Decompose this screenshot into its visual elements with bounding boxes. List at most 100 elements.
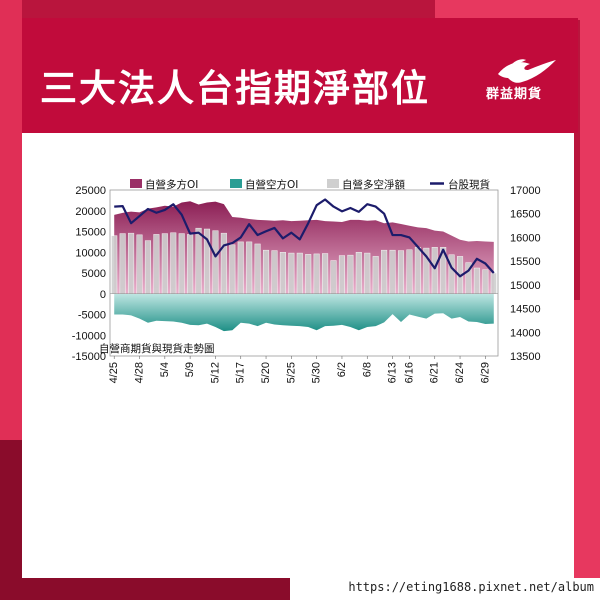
legend-swatch bbox=[130, 179, 142, 188]
net-bar bbox=[322, 253, 329, 294]
net-bar bbox=[161, 233, 168, 294]
series-line-index bbox=[114, 198, 495, 278]
series-area-short bbox=[114, 293, 494, 332]
legend-swatch bbox=[327, 179, 339, 188]
plot-area bbox=[109, 189, 499, 357]
decor-strip-left bbox=[0, 0, 22, 440]
chart-inner-label: 自營商期貨與現貨走勢圖 bbox=[99, 342, 215, 355]
net-bar bbox=[187, 234, 194, 294]
decor-strip-right bbox=[580, 0, 600, 300]
left-tick-label: 20000 bbox=[75, 206, 106, 218]
right-tick-label: 13500 bbox=[510, 351, 541, 363]
net-bar bbox=[237, 241, 244, 294]
legend-label: 自營多方OI bbox=[145, 178, 198, 191]
net-bar bbox=[144, 240, 151, 295]
right-tick-label: 15000 bbox=[510, 280, 541, 292]
net-bar bbox=[490, 272, 497, 294]
net-bar bbox=[330, 260, 337, 294]
right-tick-label: 16500 bbox=[510, 209, 541, 221]
left-tick-label: 15000 bbox=[75, 227, 106, 239]
left-tick-label: 25000 bbox=[75, 185, 106, 197]
x-tick-label: 6/29 bbox=[479, 362, 491, 383]
bottom-bar-accent bbox=[0, 578, 290, 600]
decor-block-bottom-left bbox=[0, 440, 22, 600]
net-bar bbox=[372, 256, 379, 294]
net-bar bbox=[313, 253, 320, 295]
net-bar bbox=[263, 249, 270, 295]
right-tick-label: 15500 bbox=[510, 256, 541, 268]
x-tick-label: 4/28 bbox=[134, 362, 146, 383]
right-axis-ticks: 17000 16500 16000 15500 15000 14500 14000 13500 bbox=[510, 185, 541, 363]
net-bar bbox=[111, 235, 118, 294]
x-tick-label: 6/21 bbox=[429, 362, 441, 383]
net-bar bbox=[254, 243, 261, 294]
net-bar bbox=[397, 250, 405, 294]
x-tick-label: 5/9 bbox=[184, 362, 196, 377]
left-tick-label: -15000 bbox=[72, 351, 106, 363]
net-bar bbox=[381, 249, 388, 295]
net-bar bbox=[296, 252, 303, 294]
x-tick-label: 6/16 bbox=[403, 362, 415, 383]
left-tick-label: 5000 bbox=[82, 268, 106, 280]
chart-legend: 自營多方OI 自營空方OI 自營多空淨額 台股現貨 bbox=[130, 178, 490, 191]
net-bar bbox=[347, 254, 354, 294]
net-bar bbox=[473, 267, 480, 294]
net-bar bbox=[212, 230, 219, 294]
net-bar bbox=[271, 250, 278, 294]
net-bar bbox=[288, 252, 295, 294]
net-bar bbox=[195, 227, 202, 294]
decor-block-top-right bbox=[435, 0, 600, 20]
net-bar bbox=[119, 233, 126, 294]
page-title: 三大法人台指期淨部位 bbox=[40, 67, 430, 110]
net-bar bbox=[364, 252, 371, 294]
legend-label: 自營空方OI bbox=[245, 178, 298, 191]
net-bar bbox=[128, 232, 135, 295]
net-bar bbox=[279, 252, 286, 294]
net-bar bbox=[305, 254, 312, 294]
right-tick-label: 14500 bbox=[510, 304, 541, 316]
bird-logo-icon bbox=[498, 59, 556, 83]
net-bar bbox=[153, 234, 160, 294]
net-bar bbox=[220, 232, 227, 295]
net-bar bbox=[448, 254, 455, 295]
net-bar bbox=[338, 255, 345, 295]
net-bar bbox=[414, 247, 421, 295]
x-tick-label: 5/12 bbox=[209, 362, 221, 383]
net-bar bbox=[170, 232, 177, 294]
right-tick-label: 17000 bbox=[510, 185, 541, 197]
net-bar bbox=[229, 244, 236, 294]
net-bar bbox=[482, 269, 489, 294]
net-bar bbox=[355, 252, 362, 294]
x-tick-label: 6/8 bbox=[361, 362, 373, 377]
net-bar bbox=[406, 249, 413, 294]
x-tick-label: 5/25 bbox=[285, 362, 297, 383]
legend-label: 自營多空淨額 bbox=[342, 178, 405, 191]
x-tick-label: 5/20 bbox=[260, 362, 272, 383]
x-tick-label: 5/30 bbox=[311, 362, 323, 383]
net-bar bbox=[431, 247, 438, 295]
left-tick-label: -10000 bbox=[72, 330, 106, 342]
x-tick-label: 6/13 bbox=[387, 362, 399, 383]
logo-text: 群益期貨 bbox=[486, 87, 543, 102]
left-tick-label: 0 bbox=[100, 289, 106, 301]
x-tick-label: 4/25 bbox=[108, 362, 120, 383]
legend-label: 台股現貨 bbox=[448, 178, 490, 191]
net-bar bbox=[389, 249, 396, 295]
left-axis-ticks: 25000 20000 15000 10000 5000 0 -5000 -10000 -150… bbox=[72, 185, 106, 363]
net-bar bbox=[178, 233, 185, 294]
right-tick-label: 16000 bbox=[510, 232, 541, 244]
right-tick-label: 14000 bbox=[510, 327, 541, 339]
net-bar bbox=[246, 241, 253, 294]
header-banner bbox=[22, 18, 578, 133]
left-tick-label: -5000 bbox=[78, 310, 106, 322]
x-axis-ticks: 4/25 4/28 5/4 5/9 5/12 5/17 5/20 5/25 5/30 6/2 6/8… bbox=[108, 356, 491, 383]
net-bar bbox=[136, 234, 143, 295]
x-tick-label: 6/24 bbox=[454, 362, 466, 383]
left-tick-label: 10000 bbox=[75, 247, 106, 259]
legend-swatch bbox=[230, 179, 242, 188]
x-tick-label: 5/17 bbox=[235, 362, 247, 383]
watermark-url: https://eting1688.pixnet.net/album bbox=[348, 580, 594, 594]
x-tick-label: 6/2 bbox=[336, 362, 348, 377]
x-tick-label: 5/4 bbox=[159, 362, 171, 377]
